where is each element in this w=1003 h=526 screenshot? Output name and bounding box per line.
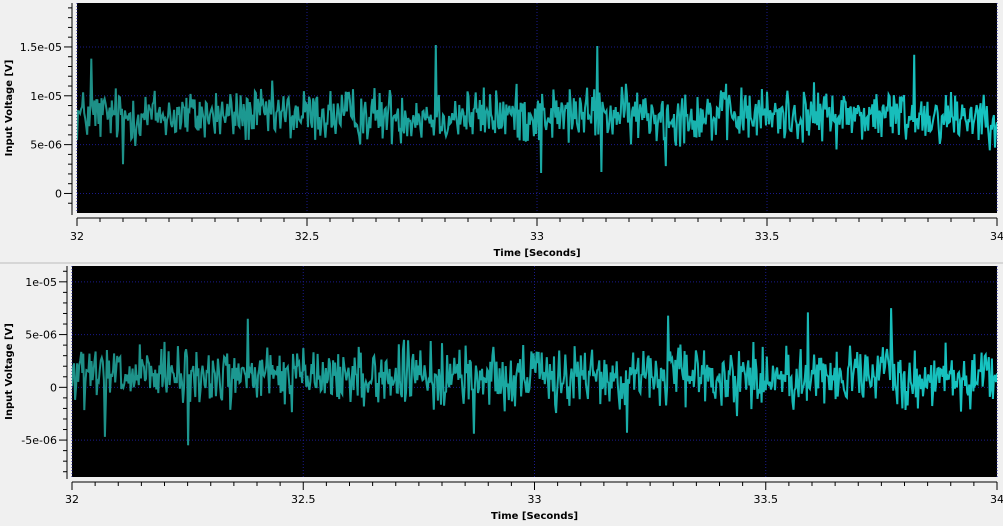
- bottom-chart-panel: 32 32.5 33 33.5 34 Time [Seconds] -5e-06 0 5e-06…: [0, 262, 1003, 522]
- y-tick-label: 0: [55, 187, 62, 200]
- x-tick-label: 34: [990, 493, 1003, 506]
- panel-divider: [0, 262, 1003, 264]
- x-tick-label: 32.5: [295, 230, 320, 243]
- x-axis-label: Time [Seconds]: [493, 248, 580, 259]
- y-tick-label: 1e-05: [25, 276, 57, 289]
- voltage-signal-line: [77, 44, 997, 174]
- y-tick-label: 0: [50, 381, 57, 394]
- x-tick-label: 32: [70, 230, 84, 243]
- x-tick-label: 34: [990, 230, 1003, 243]
- x-tick-label: 33.5: [754, 493, 779, 506]
- y-axis-label: Input Voltage [V]: [4, 323, 15, 420]
- y-tick-label: 1.5e-05: [20, 41, 62, 54]
- top-chart-panel: 32 32.5 33 33.5 34 Time [Seconds] 0 5e-06 1e-05 1…: [0, 0, 1003, 262]
- x-tick-label: 33: [530, 230, 544, 243]
- x-tick-label: 32.5: [291, 493, 316, 506]
- y-axis-label: Input Voltage [V]: [4, 60, 15, 157]
- y-tick-label: -5e-06: [21, 434, 57, 447]
- x-tick-label: 32: [65, 493, 79, 506]
- x-tick-label: 33: [528, 493, 542, 506]
- y-tick-label: 5e-06: [30, 139, 62, 152]
- y-tick-label: 5e-06: [25, 329, 57, 342]
- top-voltage-chart: 32 32.5 33 33.5 34 Time [Seconds] 0 5e-06 1e-05 1…: [4, 3, 1003, 259]
- y-tick-label: 1e-05: [30, 90, 62, 103]
- voltage-signal-line: [72, 308, 997, 446]
- x-tick-label: 33.5: [755, 230, 780, 243]
- x-axis-label: Time [Seconds]: [491, 511, 578, 522]
- bottom-voltage-chart: 32 32.5 33 33.5 34 Time [Seconds] -5e-06 0 5e-06…: [4, 266, 1003, 522]
